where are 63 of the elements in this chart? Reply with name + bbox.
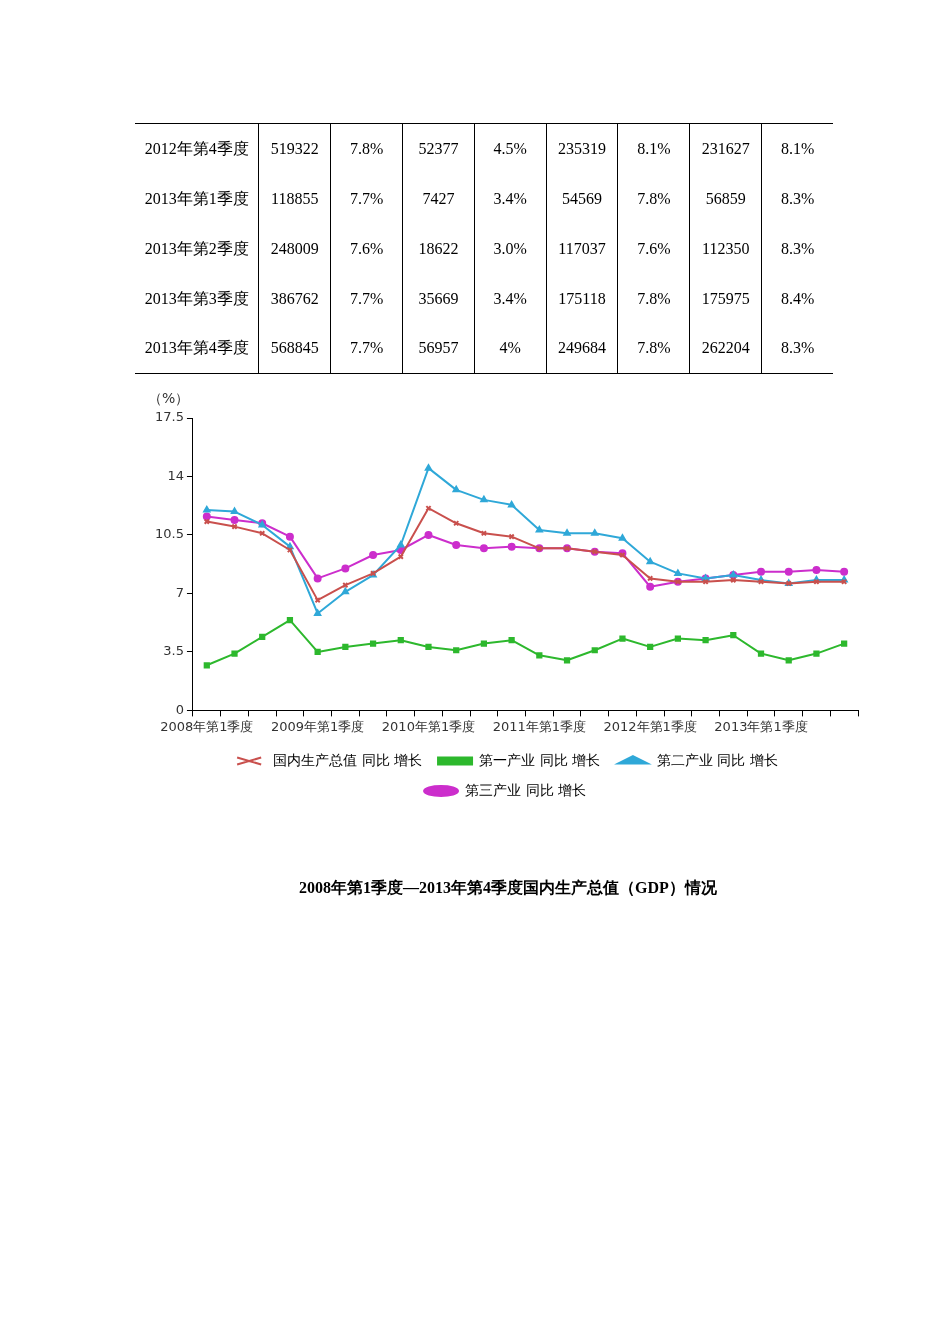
- y-tick-label: 14: [167, 467, 184, 483]
- x-tick-label: 2011年第1季度: [492, 718, 587, 734]
- data-label: 54569: [546, 173, 618, 224]
- data-label: 249684: [546, 323, 618, 374]
- data-label: 262204: [689, 323, 762, 374]
- category-label: 2013年第4季度: [143, 338, 250, 359]
- legend-label: 第二产业 同比 增长: [656, 751, 778, 768]
- data-label: 4%: [474, 323, 547, 374]
- data-label: 7.6%: [330, 223, 403, 274]
- y-axis-title: （%）: [148, 389, 190, 406]
- data-label: 7.7%: [330, 273, 403, 324]
- data-label: 231627: [689, 123, 762, 174]
- data-label: 56957: [402, 323, 475, 374]
- category-label: 2013年第2季度: [143, 238, 250, 259]
- data-label: 568845: [258, 323, 331, 374]
- data-label: 248009: [258, 223, 331, 274]
- data-label: 7.8%: [330, 123, 403, 174]
- x-tick-label: 2010年第1季度: [381, 718, 476, 734]
- data-label: 7.7%: [330, 323, 403, 374]
- data-label: 235319: [546, 123, 618, 174]
- x-tick-label: 2013年第1季度: [714, 718, 808, 734]
- data-label: 175118: [546, 273, 618, 324]
- data-label: 8.1%: [617, 123, 690, 174]
- data-label: 117037: [546, 223, 618, 274]
- data-label: 8.3%: [761, 173, 833, 224]
- data-label: 7427: [402, 173, 475, 224]
- data-label: 18622: [402, 223, 475, 274]
- legend-label: 第三产业 同比 增长: [465, 781, 586, 798]
- y-tick-label: 3.5: [163, 643, 184, 659]
- data-label: 52377: [402, 123, 475, 174]
- data-label: 3.4%: [474, 173, 547, 224]
- category-label: 2013年第1季度: [143, 188, 250, 209]
- data-label: 519322: [258, 123, 331, 174]
- y-tick-label: 17.5: [154, 409, 184, 425]
- x-tick-label: 2012年第1季度: [603, 718, 697, 734]
- data-label: 8.3%: [761, 223, 833, 274]
- y-tick-label: 10.5: [154, 526, 184, 542]
- data-label: 7.6%: [617, 223, 690, 274]
- data-label: 7.8%: [617, 323, 690, 374]
- data-label: 7.8%: [617, 173, 690, 224]
- data-label: 8.3%: [761, 323, 833, 374]
- category-label: 2012年第4季度: [143, 138, 250, 159]
- data-label: 4.5%: [474, 123, 547, 174]
- text: 2008年第1季度—2013年第4季度国内生产总值（GDP）情况: [298, 878, 718, 898]
- data-label: 7.8%: [617, 273, 690, 324]
- data-label: 7.7%: [330, 173, 403, 224]
- data-label: 8.1%: [761, 123, 833, 174]
- legend-label: 第一产业 同比 增长: [479, 751, 600, 768]
- x-tick-label: 2009年第1季度: [270, 718, 365, 734]
- data-label: 118855: [258, 173, 331, 224]
- legend-label: 国内生产总值 同比 增长: [273, 751, 423, 768]
- data-label: 175975: [689, 273, 762, 324]
- data-label: 386762: [258, 273, 331, 324]
- category-label: 2013年第3季度: [143, 288, 250, 309]
- data-label: 56859: [689, 173, 762, 224]
- data-label: 112350: [689, 223, 762, 274]
- data-label: 8.4%: [761, 273, 833, 324]
- x-tick-label: 2008年第1季度: [160, 718, 254, 734]
- y-tick-label: 7: [175, 584, 184, 600]
- data-label: 35669: [402, 273, 475, 324]
- y-tick-label: 0: [175, 701, 184, 717]
- data-label: 3.0%: [474, 223, 547, 274]
- data-label: 3.4%: [474, 273, 547, 324]
